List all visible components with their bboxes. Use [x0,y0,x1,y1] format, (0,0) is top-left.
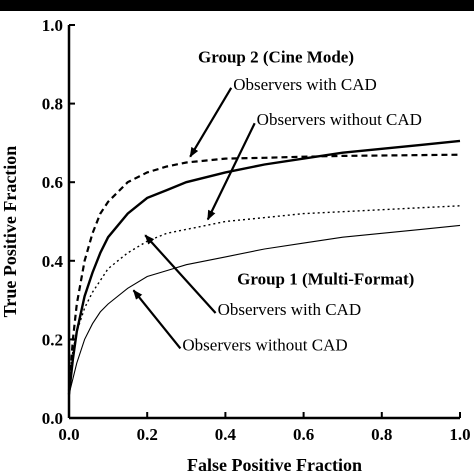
y-tick-label: 0.2 [42,330,63,349]
top-bar [0,0,474,11]
annotation-label: Observers without CAD [182,335,347,354]
annotation-arrow [189,87,233,158]
annotation-label: Observers with CAD [233,75,377,94]
y-tick-label: 1.0 [42,16,63,35]
group-label: Group 1 (Multi-Format) [237,269,414,288]
annotation-arrow [206,122,256,221]
roc-curve-dotted [68,205,461,379]
x-tick-label: 0.8 [371,425,392,444]
x-tick-label: 0.0 [58,425,79,444]
x-axis-title: False Positive Fraction [187,455,362,474]
y-tick-label: 0.0 [42,409,63,428]
annotation-arrow [144,234,217,314]
y-tick-label: 0.8 [42,95,63,114]
x-tick-label: 0.4 [215,425,237,444]
y-axis-title: True Positive Fraction [0,146,20,318]
y-tick-label: 0.6 [42,173,63,192]
group-label: Group 2 (Cine Mode) [198,47,354,66]
roc-curve-dashed [67,153,461,391]
roc-curve-solid-thin [68,224,461,395]
x-tick-label: 0.6 [293,425,314,444]
x-tick-label: 0.2 [137,425,158,444]
x-tick-label: 1.0 [449,425,470,444]
annotation-label: Observers with CAD [218,300,362,319]
roc-curve-solid-thick [67,139,461,395]
annotation-arrow [132,289,182,350]
annotation-label: Observers without CAD [257,110,422,129]
y-tick-label: 0.4 [42,252,64,271]
